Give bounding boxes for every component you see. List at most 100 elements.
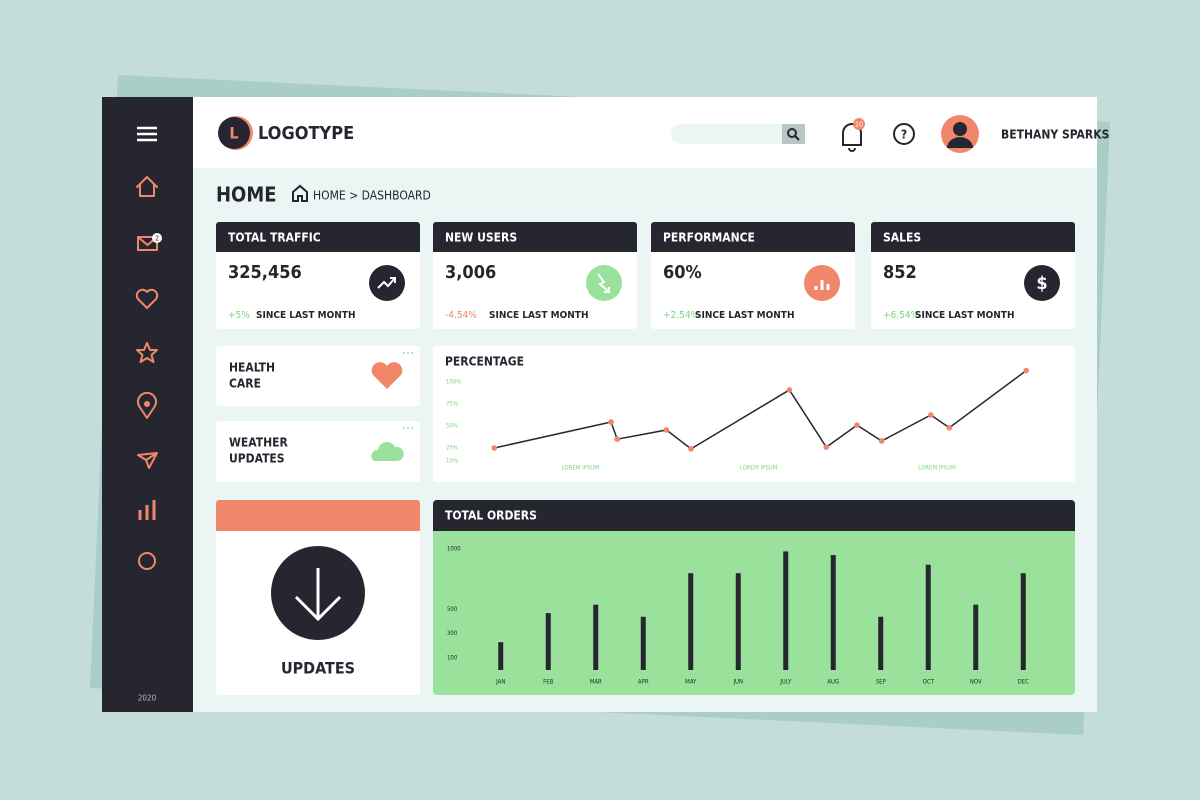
stat-change: +6.54% xyxy=(883,310,920,321)
avatar[interactable] xyxy=(941,115,979,153)
stat-card-header xyxy=(651,222,855,252)
point xyxy=(608,419,614,425)
point xyxy=(854,422,860,428)
chart-title: TOTAL ORDERS xyxy=(445,509,537,523)
point xyxy=(946,424,953,431)
bar xyxy=(498,642,504,670)
circle-icon[interactable] xyxy=(138,552,156,570)
search-box[interactable] xyxy=(671,124,805,144)
widget-menu-dot[interactable] xyxy=(403,427,405,429)
bar xyxy=(830,555,836,670)
health-card[interactable] xyxy=(216,346,420,406)
download-arrow xyxy=(294,568,342,622)
search-button[interactable] xyxy=(782,124,805,144)
stat-card-header xyxy=(433,222,637,252)
y-tick-label: 100 xyxy=(447,654,458,661)
x-tick-label: LOREM IPSUM xyxy=(918,465,956,472)
widget-menu-dot[interactable] xyxy=(411,427,413,429)
x-tick-label: MAY xyxy=(685,679,697,686)
y-tick-label: 1000 xyxy=(447,546,461,553)
x-tick-label: AUG xyxy=(827,679,839,686)
weather-card[interactable] xyxy=(216,421,420,482)
x-tick-label: SEP xyxy=(876,679,887,686)
percentage-card xyxy=(433,346,1075,482)
stat-title: TOTAL TRAFFIC xyxy=(228,231,321,245)
widget-label: CARE xyxy=(229,377,261,391)
y-tick-label: 50% xyxy=(446,423,458,430)
bar xyxy=(640,616,646,670)
point xyxy=(786,387,793,393)
cloud-icon xyxy=(371,442,404,461)
point xyxy=(878,438,885,444)
stat-icon xyxy=(1024,265,1060,301)
x-tick-label: LOREM IPSUM xyxy=(562,465,600,472)
x-tick-label: JAN xyxy=(495,679,505,686)
point xyxy=(614,436,620,443)
stat-change: -4.54% xyxy=(445,310,477,321)
stat-value: 852 xyxy=(883,262,917,283)
bar xyxy=(735,573,741,670)
stat-card-header xyxy=(216,222,420,252)
bar xyxy=(545,613,551,670)
bar xyxy=(1020,573,1026,670)
line xyxy=(494,369,1027,450)
help-text: ? xyxy=(901,128,907,142)
notification-badge xyxy=(853,118,865,130)
star-icon[interactable] xyxy=(136,342,158,363)
y-tick-label: 300 xyxy=(447,630,458,637)
widget-menu-dot[interactable] xyxy=(411,352,413,354)
point xyxy=(663,427,670,433)
stat-value: 60% xyxy=(663,262,702,283)
perf-icon-bar xyxy=(826,284,830,290)
trend-down-arrow xyxy=(597,273,610,293)
y-tick-label: 500 xyxy=(447,606,458,613)
stat-title: SALES xyxy=(883,231,921,245)
trend-up-arrow xyxy=(377,277,396,289)
x-tick-label: DEC xyxy=(1018,679,1030,686)
widget-label: UPDATES xyxy=(229,452,285,466)
heart-icon[interactable] xyxy=(135,288,159,309)
search-icon xyxy=(787,128,800,141)
stat-value: 3,006 xyxy=(445,262,496,283)
point xyxy=(823,444,830,450)
breadcrumb[interactable]: HOME > DASHBOARD xyxy=(313,189,431,203)
bar xyxy=(878,616,884,670)
x-tick-label: JUN xyxy=(732,679,743,686)
pin-icon[interactable] xyxy=(137,391,157,419)
x-tick-label: APR xyxy=(638,679,649,686)
point xyxy=(491,445,498,451)
widget-label: WEATHER xyxy=(229,436,288,450)
stat-title: PERFORMANCE xyxy=(663,231,755,245)
y-tick-label: 10% xyxy=(446,458,458,465)
chart-title: PERCENTAGE xyxy=(445,355,524,369)
stat-card-header xyxy=(871,222,1075,252)
perf-icon-bar xyxy=(820,280,824,290)
stat-note: SINCE LAST MONTH xyxy=(489,310,588,321)
home-icon[interactable] xyxy=(136,176,158,197)
help-button[interactable] xyxy=(893,123,915,145)
mail-icon[interactable]: 2 xyxy=(137,233,162,251)
point xyxy=(1023,367,1029,374)
bar xyxy=(688,573,694,670)
updates-label: UPDATES xyxy=(281,659,355,678)
y-tick-label: 75% xyxy=(446,401,458,408)
bar xyxy=(925,564,931,670)
x-tick-label: FEB xyxy=(543,679,554,686)
widget-menu-dot[interactable] xyxy=(403,352,405,354)
point xyxy=(688,446,694,452)
stat-title: NEW USERS xyxy=(445,231,517,245)
widget-menu-dot[interactable] xyxy=(407,427,409,429)
menu-icon[interactable] xyxy=(137,126,157,142)
send-icon[interactable] xyxy=(137,452,158,469)
point xyxy=(928,412,934,418)
stat-icon xyxy=(369,265,405,301)
stat-note: SINCE LAST MONTH xyxy=(915,310,1014,321)
updates-band xyxy=(216,500,420,531)
breadcrumb-home-icon xyxy=(292,184,308,202)
chart-icon[interactable] xyxy=(138,500,156,520)
stat-change: +5% xyxy=(228,310,250,321)
y-tick-label: 100% xyxy=(446,379,461,386)
widget-menu-dot[interactable] xyxy=(407,352,409,354)
bar xyxy=(973,604,979,670)
